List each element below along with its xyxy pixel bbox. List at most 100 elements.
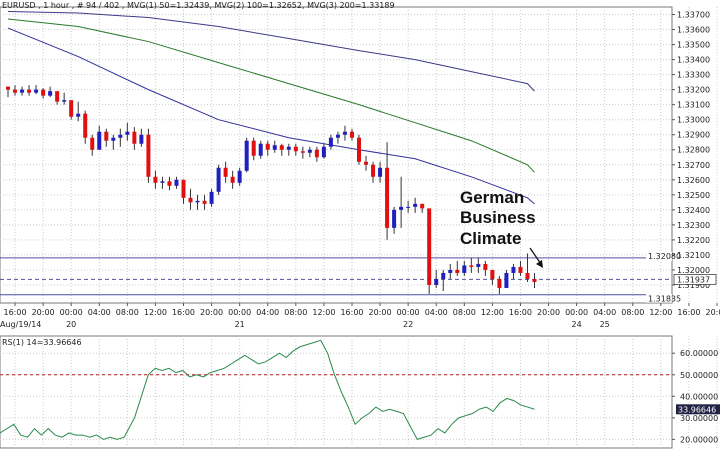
support-label: 1.31835	[648, 295, 681, 304]
day-label: 21	[235, 320, 245, 329]
symbol-label: EURUSD	[2, 1, 36, 10]
candle-body	[111, 137, 116, 141]
time-tick-label: 00:00	[397, 308, 420, 317]
candle-body	[314, 149, 319, 158]
rsi-line	[0, 339, 535, 440]
time-tick-label: 12:00	[144, 308, 167, 317]
candle-body	[251, 140, 256, 156]
candle-body	[371, 164, 376, 177]
time-tick-label: 16:00	[509, 308, 532, 317]
candle-body	[6, 86, 10, 90]
candles	[6, 85, 537, 294]
price-tick-label: 1.32400	[677, 206, 710, 215]
price-marker-lines	[0, 257, 672, 296]
price-tick-label: 1.32700	[677, 161, 710, 170]
candle-body	[90, 137, 95, 150]
candle-body	[202, 200, 207, 204]
annotation-line-1: German	[460, 188, 524, 207]
candle-body	[83, 113, 88, 138]
time-tick-label: 00:00	[60, 308, 83, 317]
day-label: 24	[572, 320, 582, 329]
candle-body	[244, 140, 249, 171]
candle-body	[13, 89, 18, 93]
candle-body	[420, 203, 425, 209]
candle-body	[55, 91, 60, 102]
indicator-label: RS(1) 14=33.96646	[2, 338, 82, 347]
candle-body	[41, 89, 46, 96]
candle-body	[504, 272, 509, 288]
candle-body	[307, 149, 312, 153]
price-tick-label: 1.33700	[677, 11, 710, 20]
candle-body	[153, 176, 158, 183]
candle-body	[335, 134, 340, 138]
candle-body	[20, 89, 25, 93]
annotation-line-2: Business	[460, 208, 536, 227]
price-tick-label: 1.32000	[677, 266, 710, 275]
candle-body	[279, 145, 284, 150]
candle-body	[230, 176, 235, 183]
candle-body	[223, 167, 228, 177]
candle-body	[27, 89, 32, 93]
ma3-label: MVG(3) 200=1.33189	[307, 1, 395, 10]
candle-body	[237, 170, 242, 183]
candle-body	[441, 272, 446, 279]
ma100-line	[7, 18, 535, 173]
time-tick-label: 00:00	[565, 308, 588, 317]
time-tick-label: 16:00	[3, 308, 26, 317]
candle-body	[378, 167, 383, 177]
candle-body	[209, 191, 214, 204]
price-tick-label: 1.31900	[677, 281, 710, 290]
candle-body	[532, 278, 537, 282]
ma1-label: MVG(1) 50=1.32439	[127, 1, 209, 10]
candle-body	[448, 269, 453, 273]
candle-body	[104, 131, 109, 141]
current-price-label: 1.31937	[677, 275, 710, 284]
candle-body	[385, 167, 390, 228]
candle-body	[525, 272, 530, 279]
candle-body	[476, 263, 481, 267]
indicator-tick-label: 40.00000	[680, 392, 718, 401]
day-label: Aug/19/14	[0, 320, 41, 329]
time-tick-label: 08:00	[453, 308, 476, 317]
candle-body	[434, 278, 439, 285]
candle-body	[406, 206, 411, 208]
candle-body	[469, 265, 474, 267]
price-tick-label: 1.32600	[677, 176, 710, 185]
indicator-axis: 20.00000 30.00000 40.00000 50.00000 60.00000…	[672, 349, 720, 444]
indicator-tick-label: 50.00000	[680, 371, 718, 380]
resistance-label-bg	[646, 251, 672, 261]
candle-body	[462, 265, 467, 273]
candle-body	[328, 137, 333, 147]
candle-body	[97, 131, 102, 150]
candle-body	[146, 134, 151, 177]
time-tick-label: 12:00	[649, 308, 672, 317]
time-tick-label: 08:00	[116, 308, 139, 317]
time-tick-label: 20:00	[200, 308, 223, 317]
indicator-tick-label: 30.00000	[680, 414, 718, 423]
candle-body	[286, 146, 291, 150]
time-tick-label: 00:00	[228, 308, 251, 317]
time-tick-label: 16:00	[172, 308, 195, 317]
timeframe-label: 1 hour	[43, 1, 70, 10]
time-tick-label: 04:00	[425, 308, 448, 317]
candle-body	[258, 143, 263, 156]
time-tick-label: 16:00	[677, 308, 700, 317]
time-tick-label: 20:00	[537, 308, 560, 317]
time-tick-label: 04:00	[256, 308, 279, 317]
price-tick-label: 1.33600	[677, 26, 710, 35]
candle-body	[342, 131, 347, 135]
candle-body	[34, 89, 39, 93]
annotation-line-3: Climate	[460, 229, 521, 248]
candle-body	[48, 91, 53, 96]
candle-body	[132, 131, 137, 144]
time-tick-label: 20:00	[32, 308, 55, 317]
support-label-bg	[646, 293, 672, 303]
time-tick-label: 08:00	[621, 308, 644, 317]
candle-body	[511, 266, 516, 273]
candle-body	[490, 269, 495, 279]
indicator-current-label: 33.96646	[678, 405, 716, 414]
price-tick-label: 1.33100	[677, 101, 710, 110]
candle-body	[300, 151, 305, 153]
indicator-tick-label: 60.00000	[680, 349, 718, 358]
